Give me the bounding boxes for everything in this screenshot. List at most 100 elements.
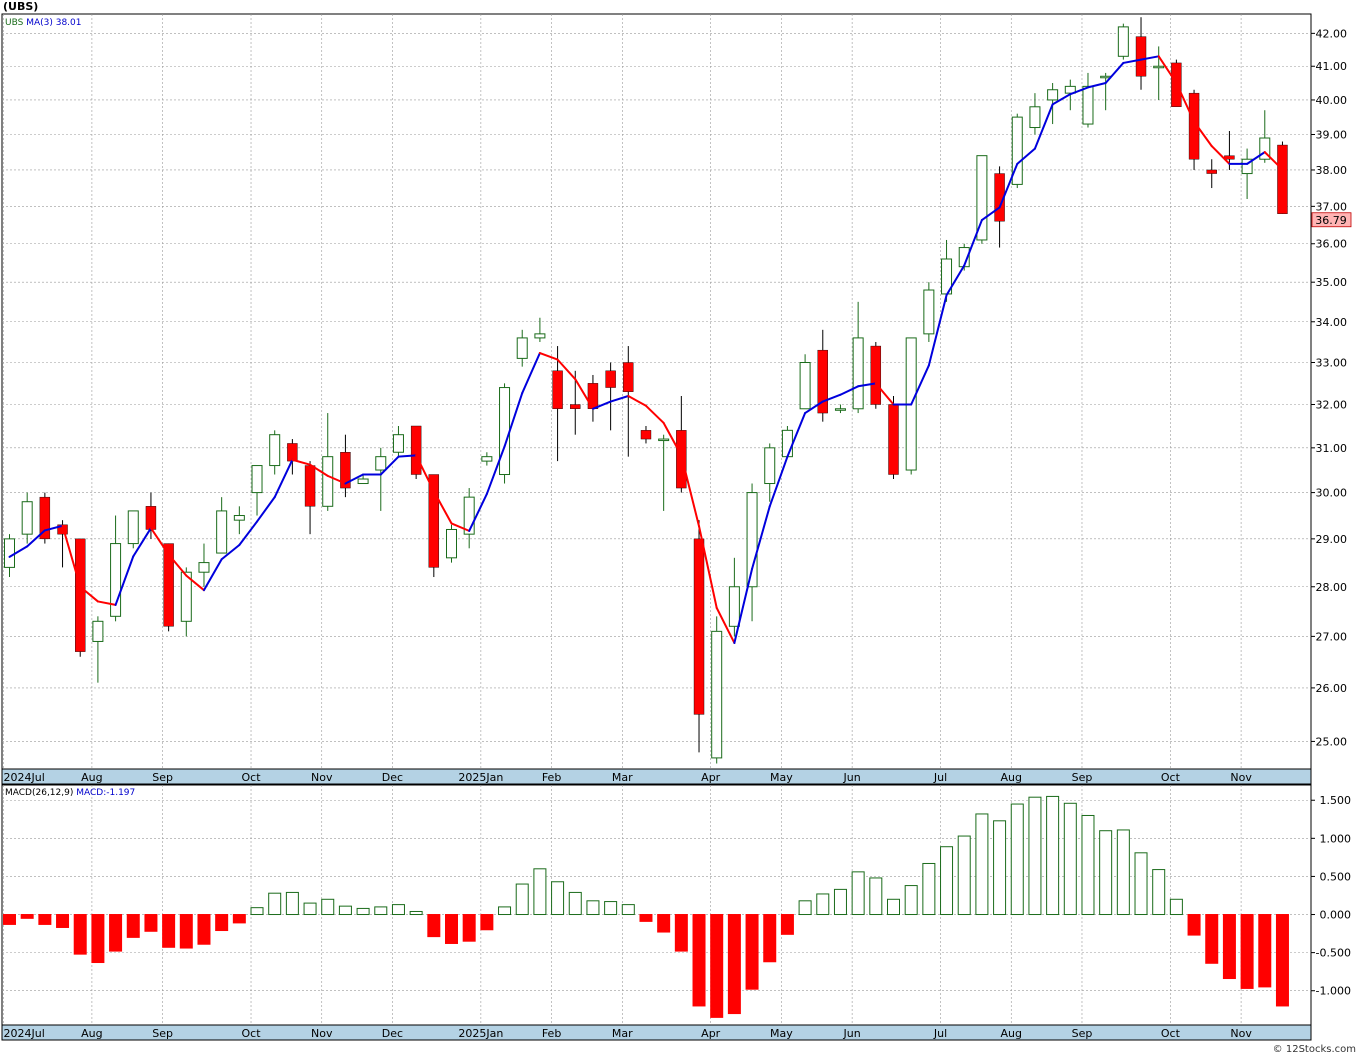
candle-body bbox=[711, 630, 723, 759]
price-legend: UBS MA(3) 38.01 bbox=[5, 18, 81, 28]
macd-bar bbox=[303, 902, 317, 916]
candle bbox=[481, 452, 493, 466]
candle bbox=[746, 483, 758, 622]
macd-bar bbox=[268, 892, 282, 916]
macd-bar bbox=[1081, 814, 1095, 916]
macd-bar bbox=[215, 914, 229, 932]
ma3-segment bbox=[804, 400, 824, 415]
candle-body bbox=[1135, 36, 1147, 77]
ma3-segment bbox=[874, 382, 895, 406]
candle-body bbox=[1082, 85, 1094, 125]
candle bbox=[1188, 89, 1200, 170]
ma3-segment bbox=[857, 382, 877, 388]
macd-bar bbox=[568, 891, 582, 916]
macd-bar bbox=[816, 893, 830, 916]
macd-bar bbox=[1222, 914, 1236, 980]
candle-body bbox=[976, 155, 988, 241]
candle-body bbox=[4, 538, 15, 568]
candle-body bbox=[163, 543, 174, 627]
candle-body bbox=[392, 434, 404, 453]
candle bbox=[357, 474, 369, 485]
ma3-segment bbox=[114, 555, 135, 606]
macd-bar bbox=[374, 906, 388, 916]
ma3-segment bbox=[910, 364, 930, 406]
candle bbox=[570, 370, 581, 435]
candle-body bbox=[357, 478, 369, 485]
candle bbox=[516, 329, 528, 367]
ma3-segment bbox=[468, 492, 488, 532]
ma3-segment bbox=[167, 553, 188, 577]
price-tick-label: 34.00 bbox=[1316, 316, 1348, 329]
ma3-segment bbox=[927, 294, 948, 367]
site-credit: © 12Stocks.com bbox=[1272, 1044, 1356, 1055]
macd-bar bbox=[1169, 898, 1183, 916]
macd-panel bbox=[3, 795, 1289, 1018]
ma3-segment bbox=[644, 404, 665, 424]
candle bbox=[463, 488, 475, 549]
candle bbox=[1241, 148, 1253, 199]
date-label: Sep bbox=[1072, 1027, 1093, 1040]
macd-bar bbox=[356, 907, 370, 916]
date-label: May bbox=[770, 771, 793, 784]
candle-body bbox=[852, 337, 864, 410]
candle-body bbox=[251, 465, 263, 494]
candle-body bbox=[269, 434, 281, 467]
ma3-segment bbox=[998, 162, 1019, 209]
macd-bar bbox=[427, 914, 441, 938]
legend-symbol: UBS bbox=[5, 18, 26, 28]
candle bbox=[905, 337, 917, 475]
macd-tick-label: 1.000 bbox=[1320, 832, 1352, 845]
candle-body bbox=[145, 506, 157, 530]
ma3-segment bbox=[1069, 86, 1089, 96]
macd-bar bbox=[1063, 802, 1077, 916]
ma3-segment bbox=[945, 264, 966, 297]
ma3-segment bbox=[1246, 151, 1266, 165]
candle-body bbox=[428, 474, 440, 568]
macd-bar bbox=[38, 914, 52, 925]
candle-body bbox=[728, 586, 740, 627]
candle-body bbox=[605, 370, 616, 388]
price-tick-label: 28.00 bbox=[1316, 581, 1348, 594]
macd-bar bbox=[498, 906, 512, 916]
ma3-segment bbox=[574, 378, 594, 410]
candle-body bbox=[481, 456, 493, 462]
macd-bar bbox=[56, 914, 70, 928]
candle-body bbox=[923, 289, 935, 335]
candle bbox=[1117, 23, 1129, 60]
ma3-segment bbox=[751, 505, 771, 570]
candle bbox=[1259, 110, 1271, 163]
ma3-segment bbox=[609, 395, 630, 403]
candle bbox=[1011, 113, 1023, 189]
macd-bar bbox=[1240, 914, 1254, 989]
candle bbox=[127, 510, 139, 549]
candle-body bbox=[764, 447, 776, 485]
candle-body bbox=[499, 387, 511, 476]
date-label: Jun bbox=[843, 771, 861, 784]
ma3-segment bbox=[185, 574, 205, 592]
macd-bar bbox=[1152, 869, 1166, 916]
macd-bar bbox=[922, 862, 936, 916]
candle-body bbox=[746, 492, 758, 588]
candle bbox=[1029, 93, 1041, 135]
macd-date-axis bbox=[1, 1024, 1312, 1041]
candle bbox=[711, 616, 723, 764]
ma3-segment bbox=[521, 352, 541, 395]
date-label: Oct bbox=[242, 771, 262, 784]
candle bbox=[605, 362, 616, 431]
candle-body bbox=[233, 515, 245, 521]
candle bbox=[976, 155, 988, 244]
legend-ma: MA(3) bbox=[26, 18, 56, 28]
price-date-axis bbox=[1, 768, 1312, 785]
macd-bar bbox=[975, 813, 989, 916]
price-grid bbox=[1, 13, 1312, 770]
candle bbox=[410, 425, 422, 480]
candle-body bbox=[75, 538, 86, 652]
legend-macd-name: MACD(26,12,9) bbox=[5, 788, 76, 798]
price-tick-label: 38.00 bbox=[1316, 164, 1348, 177]
date-label: 2025Jan bbox=[458, 771, 503, 784]
macd-frame bbox=[1, 784, 1312, 1026]
candle bbox=[39, 492, 51, 544]
macd-bar bbox=[586, 900, 600, 916]
candle bbox=[233, 506, 245, 535]
macd-bar bbox=[445, 914, 458, 944]
